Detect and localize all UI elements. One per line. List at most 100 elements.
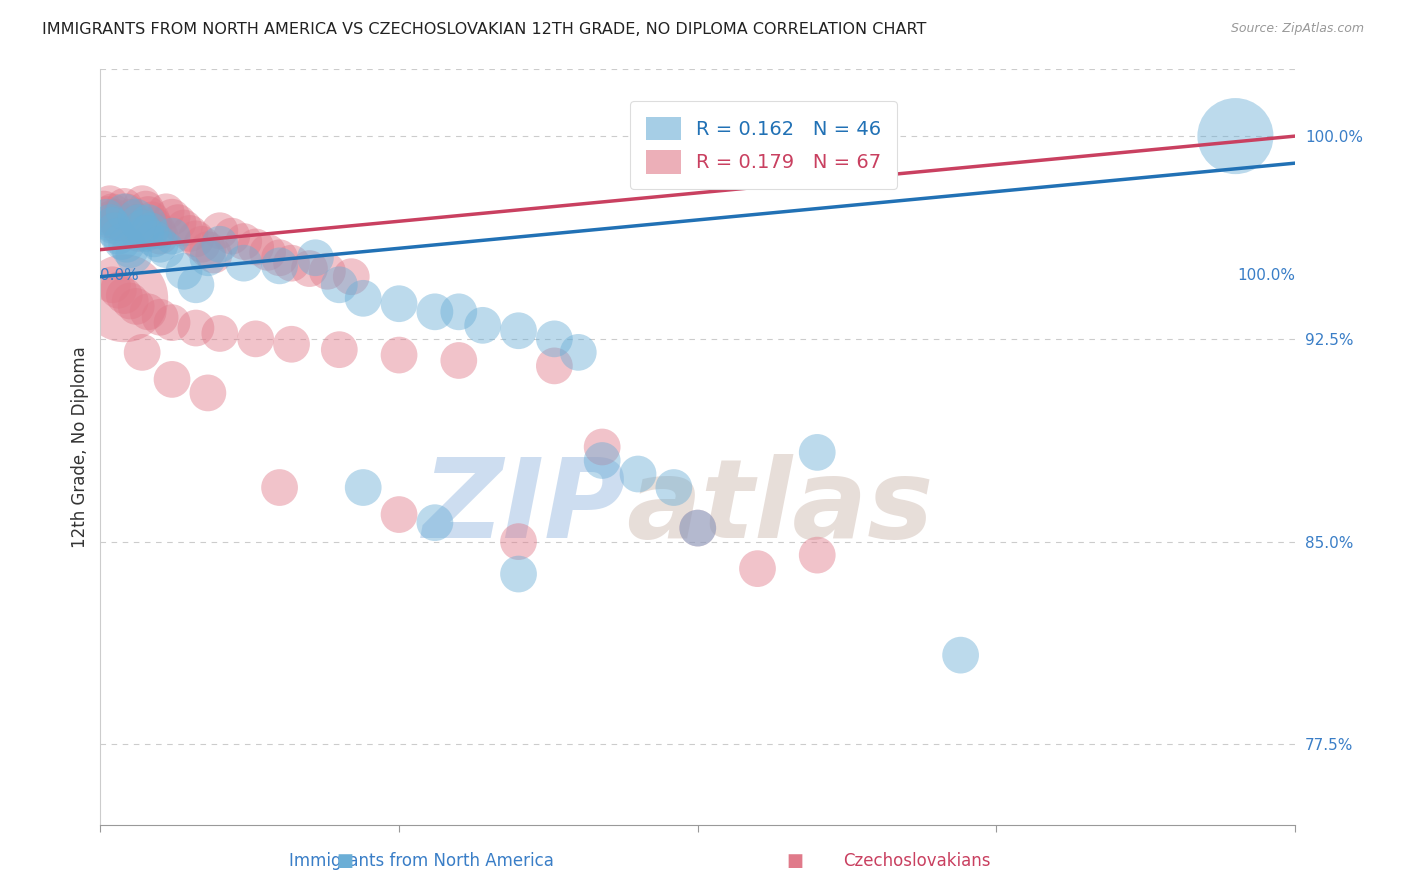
Point xyxy=(136,207,159,221)
Point xyxy=(149,229,172,244)
Point xyxy=(280,256,302,270)
Point xyxy=(245,240,267,254)
Point xyxy=(508,324,530,338)
Point xyxy=(1225,129,1247,144)
Text: Source: ZipAtlas.com: Source: ZipAtlas.com xyxy=(1230,22,1364,36)
Point xyxy=(686,521,709,535)
Point xyxy=(122,248,145,262)
Point xyxy=(155,243,177,257)
Point xyxy=(316,264,339,278)
Point xyxy=(131,221,153,235)
Point xyxy=(112,204,135,219)
Point xyxy=(686,521,709,535)
Point xyxy=(328,343,350,357)
Y-axis label: 12th Grade, No Diploma: 12th Grade, No Diploma xyxy=(72,346,89,548)
Point xyxy=(202,248,225,262)
Point xyxy=(141,213,163,227)
Point xyxy=(591,453,613,467)
Point xyxy=(131,196,153,211)
Point xyxy=(245,332,267,346)
Point xyxy=(184,232,207,246)
Point xyxy=(107,229,129,244)
Point xyxy=(179,227,201,241)
Point xyxy=(304,251,326,265)
Point xyxy=(184,277,207,292)
Point xyxy=(662,481,685,495)
Point xyxy=(197,251,219,265)
Point xyxy=(160,229,183,244)
Point xyxy=(280,337,302,351)
Point xyxy=(184,321,207,335)
Point xyxy=(269,259,291,273)
Point xyxy=(146,224,169,238)
Point xyxy=(112,199,135,213)
Point xyxy=(122,216,145,230)
Point xyxy=(155,204,177,219)
Point xyxy=(806,548,828,562)
Point xyxy=(208,237,231,252)
Point xyxy=(107,283,129,297)
Point xyxy=(98,216,121,230)
Point xyxy=(125,211,148,225)
Point xyxy=(107,216,129,230)
Point xyxy=(93,202,115,216)
Point xyxy=(125,221,148,235)
Point xyxy=(567,345,589,359)
Point xyxy=(508,567,530,582)
Point xyxy=(232,235,254,249)
Point xyxy=(197,385,219,400)
Point xyxy=(120,211,142,225)
Text: 0.0%: 0.0% xyxy=(100,268,139,283)
Point xyxy=(96,207,118,221)
Text: IMMIGRANTS FROM NORTH AMERICA VS CZECHOSLOVAKIAN 12TH GRADE, NO DIPLOMA CORRELAT: IMMIGRANTS FROM NORTH AMERICA VS CZECHOS… xyxy=(42,22,927,37)
Point xyxy=(173,264,195,278)
Point xyxy=(149,237,172,252)
Point xyxy=(388,508,411,522)
Point xyxy=(543,359,565,373)
Point xyxy=(149,310,172,325)
Point xyxy=(96,211,118,225)
Point xyxy=(232,256,254,270)
Text: ■: ■ xyxy=(786,852,803,870)
Text: ZIP: ZIP xyxy=(423,454,626,561)
Point xyxy=(191,237,214,252)
Point xyxy=(269,481,291,495)
Point xyxy=(128,227,150,241)
Point xyxy=(388,348,411,362)
Point xyxy=(120,243,142,257)
Point xyxy=(447,353,470,368)
Text: Immigrants from North America: Immigrants from North America xyxy=(290,852,554,870)
Point xyxy=(135,227,157,241)
Text: 100.0%: 100.0% xyxy=(1237,268,1295,283)
Legend: R = 0.162   N = 46, R = 0.179   N = 67: R = 0.162 N = 46, R = 0.179 N = 67 xyxy=(630,101,897,189)
Point xyxy=(98,196,121,211)
Point xyxy=(208,224,231,238)
Point xyxy=(97,213,120,227)
Point xyxy=(591,440,613,454)
Point xyxy=(160,316,183,330)
Point xyxy=(208,326,231,341)
Point xyxy=(135,202,157,216)
Point xyxy=(340,269,363,284)
Point xyxy=(256,245,278,260)
Point xyxy=(806,445,828,459)
Point xyxy=(197,243,219,257)
Point xyxy=(508,534,530,549)
Point xyxy=(125,300,148,314)
Point xyxy=(221,229,243,244)
Point xyxy=(352,291,374,305)
Point xyxy=(112,291,135,305)
Point xyxy=(328,277,350,292)
Point xyxy=(627,467,650,481)
Point xyxy=(447,305,470,319)
Point xyxy=(104,211,127,225)
Point xyxy=(167,216,190,230)
Point xyxy=(131,345,153,359)
Point xyxy=(143,219,166,233)
Point xyxy=(128,216,150,230)
Point xyxy=(110,221,132,235)
Point xyxy=(115,237,138,252)
Point xyxy=(104,224,127,238)
Point xyxy=(423,516,446,530)
Point xyxy=(352,481,374,495)
